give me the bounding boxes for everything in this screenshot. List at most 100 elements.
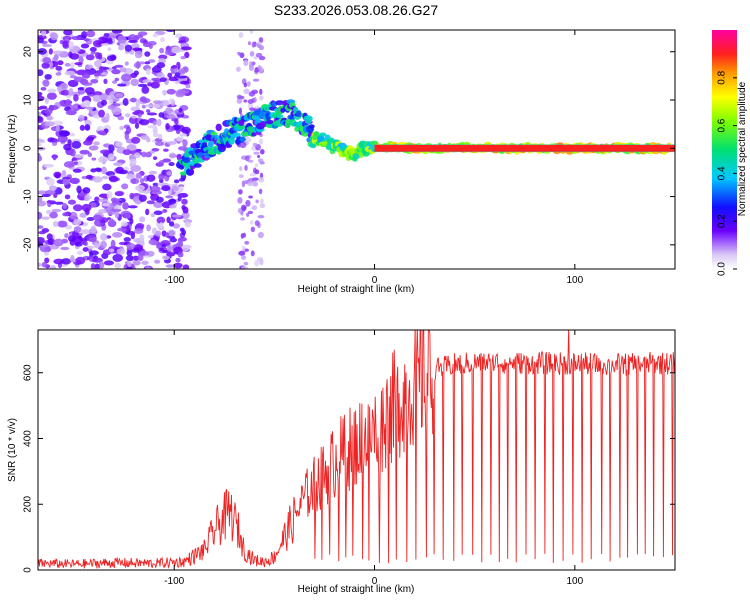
spectrogram-cell	[152, 126, 158, 135]
spectrogram-cell	[238, 32, 244, 39]
spectrogram-cell	[135, 184, 145, 191]
spectrogram-cell	[112, 232, 123, 238]
spectrogram-cell	[157, 133, 163, 140]
spectrogram-cell	[62, 179, 70, 185]
spectrogram-cell	[106, 190, 113, 199]
spectrogram-cell	[103, 78, 108, 85]
spectrogram-cell	[40, 86, 47, 91]
x-tick-label: -100	[164, 275, 184, 286]
spectrogram-cell	[253, 56, 258, 60]
spectrogram-cell	[259, 203, 266, 209]
spectrogram-cell	[159, 47, 164, 54]
spectrogram-cell	[38, 211, 43, 220]
spectrogram-cell	[120, 221, 128, 227]
spectrogram-cell	[124, 113, 131, 118]
spectrogram-cell	[38, 196, 43, 203]
spectrogram-cell	[115, 141, 123, 147]
spectrogram-cell	[144, 51, 151, 57]
spectrogram-cell	[156, 118, 162, 127]
spectrogram-cell	[241, 180, 246, 188]
spectrogram-cell	[116, 248, 126, 255]
spectrogram-cell	[255, 42, 260, 47]
spectrogram-cell	[110, 208, 122, 213]
spectrogram-cell	[243, 88, 250, 95]
spectrogram-cell	[99, 149, 111, 154]
spectrogram-cell	[236, 66, 241, 72]
spectrogram-cell	[98, 109, 105, 118]
spectrogram-cell	[238, 107, 243, 115]
spectrogram-cell	[171, 185, 179, 192]
spectrogram-cell	[117, 227, 127, 232]
spectrogram-cell	[82, 187, 91, 194]
spectrogram-cell	[38, 153, 41, 162]
spectrogram-cell	[176, 153, 182, 161]
spectrogram-cell	[148, 59, 156, 63]
spectrogram-cell	[80, 229, 91, 234]
spectrogram-cell	[81, 31, 88, 39]
y-tick-label: 200	[23, 495, 34, 512]
spectrogram-cell	[42, 79, 50, 87]
spectrogram-cell	[156, 216, 166, 224]
spectrogram-cell	[166, 141, 177, 145]
spectrogram-cell	[127, 34, 138, 42]
spectrogram-cell	[105, 96, 112, 101]
spectrogram-cell	[63, 143, 72, 151]
spectrogram-cell	[107, 153, 115, 161]
spectrogram-cell	[117, 83, 127, 87]
spectrogram-cell	[45, 189, 56, 196]
spectrogram-cell	[176, 136, 184, 142]
spectrogram-cell	[68, 88, 74, 96]
spectrogram-cell	[133, 62, 142, 69]
spectrogram-cell	[182, 156, 191, 164]
spectrogram-cell	[169, 237, 178, 243]
spectrogram-cell	[162, 255, 170, 261]
x-tick-label: 100	[566, 275, 583, 286]
spectrogram-cell	[249, 107, 256, 111]
spectrogram-cell	[123, 213, 131, 219]
x-tick-label: 100	[566, 576, 583, 587]
spectrogram-cell	[146, 112, 158, 116]
spectrogram-cell	[168, 76, 178, 82]
spectrogram-cell	[246, 81, 251, 87]
spectrogram-cell	[49, 211, 58, 219]
spectrogram-cell	[165, 107, 172, 114]
spectrogram-cell	[305, 119, 312, 124]
spectrogram-cell	[64, 194, 71, 200]
spectrogram-cell	[126, 249, 133, 257]
spectrogram-cell	[90, 225, 97, 234]
spectrogram-cell	[207, 141, 214, 147]
spectrogram-cell	[74, 62, 83, 66]
spectrogram-cell	[134, 228, 144, 235]
spectrogram-cell	[72, 168, 82, 173]
spectrogram-cell	[179, 133, 188, 137]
spectrogram-cell	[83, 241, 88, 247]
spectrogram-cell	[69, 177, 80, 185]
spectrogram-cell	[135, 172, 143, 179]
spectrogram-cell	[146, 174, 156, 182]
spectrogram-cell	[108, 248, 115, 253]
spectrogram-cell	[41, 261, 48, 268]
spectrogram-cell	[82, 140, 93, 146]
spectrogram-cell	[176, 75, 187, 79]
spectrogram-cell	[246, 212, 250, 217]
spectrogram-cell	[249, 220, 254, 225]
spectrogram-cell	[146, 200, 155, 205]
y-tick-label: 10	[23, 94, 34, 106]
spectrogram-cell	[38, 230, 46, 235]
y-tick-label: 0	[23, 145, 34, 151]
spectrogram-cell	[168, 98, 175, 103]
spectrogram-cell	[38, 142, 42, 147]
spectrogram-cell	[78, 114, 85, 122]
spectrogram-cell	[253, 181, 259, 187]
y-tick-label: 0	[23, 567, 34, 573]
spectrogram-cell	[98, 198, 109, 202]
spectrogram-cell	[244, 240, 250, 245]
spectrogram-cell	[145, 266, 151, 269]
spectrogram-cell	[74, 241, 83, 247]
spectrogram-cell	[173, 262, 183, 269]
spectrogram-cell	[57, 60, 64, 66]
spectrogram-cell	[114, 210, 120, 219]
spectrogram-cell	[89, 46, 97, 52]
spectrogram-cell	[122, 149, 132, 156]
spectrogram-cell	[257, 214, 265, 219]
